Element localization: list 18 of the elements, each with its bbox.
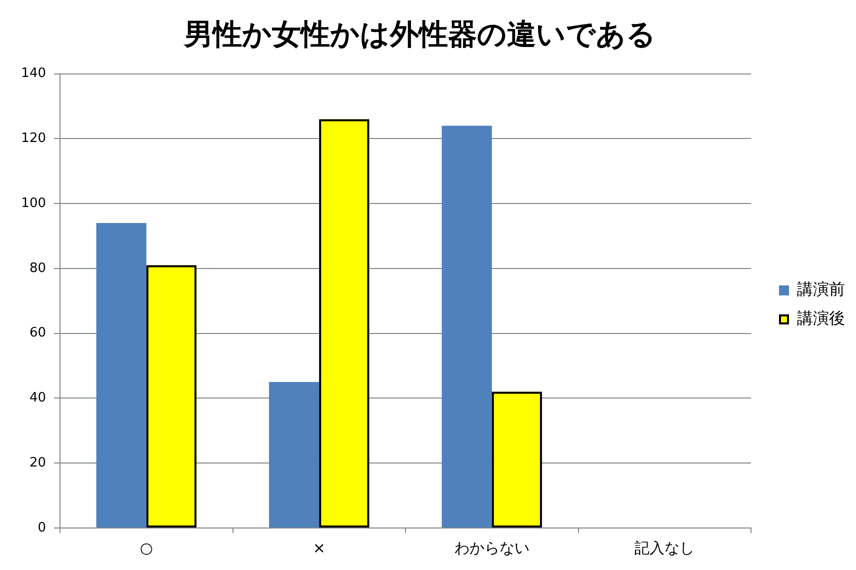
y-tick-label: 0 (38, 520, 46, 536)
y-tick-label: 120 (21, 131, 46, 146)
y-tick-label: 140 (21, 66, 46, 82)
x-tick-label: × (312, 538, 326, 557)
y-tick-label: 80 (29, 260, 46, 276)
bar (96, 223, 146, 528)
y-tick-label: 40 (29, 390, 46, 406)
y-tick-label: 100 (21, 196, 46, 211)
bar (269, 382, 320, 528)
x-tick-label: ○ (140, 538, 153, 557)
y-tick-label: 60 (29, 326, 46, 341)
bar (442, 126, 492, 528)
legend-label: 講演後 (797, 308, 845, 328)
x-tick-label: わからない (454, 538, 530, 557)
chart-title: 男性か女性かは外性器の違いである (183, 16, 656, 51)
y-tick-label: 20 (29, 455, 46, 470)
legend-label: 講演前 (797, 280, 845, 299)
x-tick-label: 記入なし (634, 538, 695, 557)
